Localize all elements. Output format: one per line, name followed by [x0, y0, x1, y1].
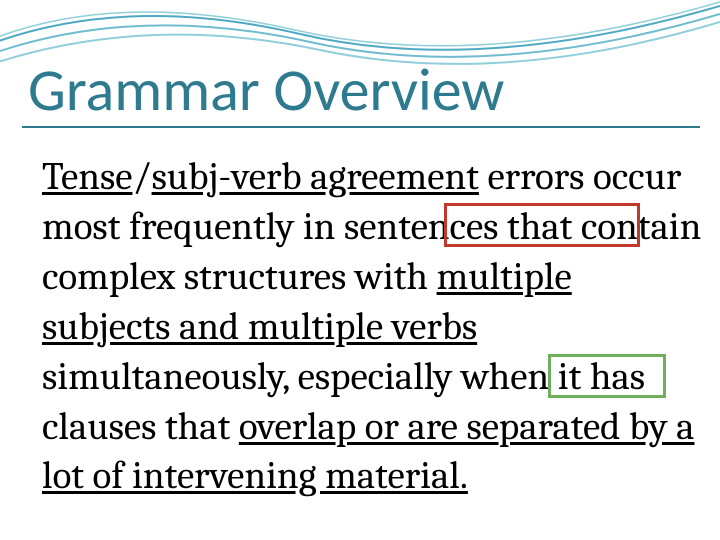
slide-title: Grammar Overview	[28, 54, 504, 127]
highlight-it-has	[548, 354, 666, 398]
highlight-sentences	[444, 203, 640, 247]
text-slash: /	[132, 154, 151, 199]
text-tense: Tense	[42, 154, 132, 199]
text-subj-verb: subj-verb agreement	[152, 154, 479, 199]
